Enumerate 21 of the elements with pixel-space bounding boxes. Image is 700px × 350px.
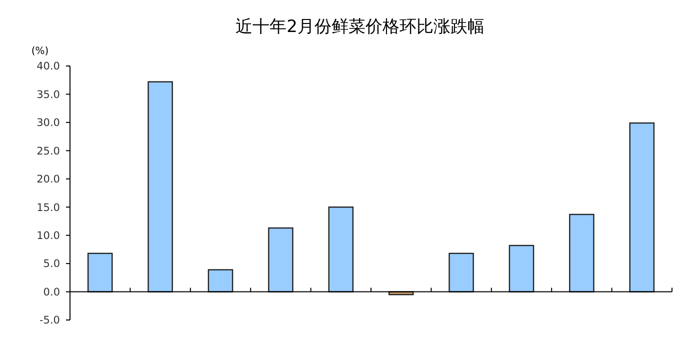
bar [569, 214, 594, 292]
y-tick-label: -5.0 [40, 314, 60, 327]
bar [508, 244, 534, 292]
y-tick-label: 40.0 [36, 60, 60, 73]
y-tick-label: 20.0 [36, 174, 60, 186]
y-tick-label: 5.0 [43, 258, 60, 270]
bar [448, 252, 474, 292]
y-tick-label: 10.0 [36, 230, 60, 242]
y-tick-label: 15.0 [36, 202, 60, 214]
y-axis-title: (%) [31, 46, 49, 57]
chart-title: 近十年2月份鲜菜价格环比涨跌幅 [236, 17, 484, 37]
y-tick-label: 35.0 [36, 88, 60, 101]
bar [268, 227, 294, 292]
bar [87, 252, 113, 292]
y-tick-label: 25.0 [36, 145, 60, 158]
bar [629, 122, 655, 292]
bar [208, 269, 234, 292]
y-tick-label: 30.0 [36, 117, 60, 130]
bar [328, 206, 354, 292]
bar [148, 81, 173, 292]
y-tick-label: 0.0 [43, 286, 60, 298]
